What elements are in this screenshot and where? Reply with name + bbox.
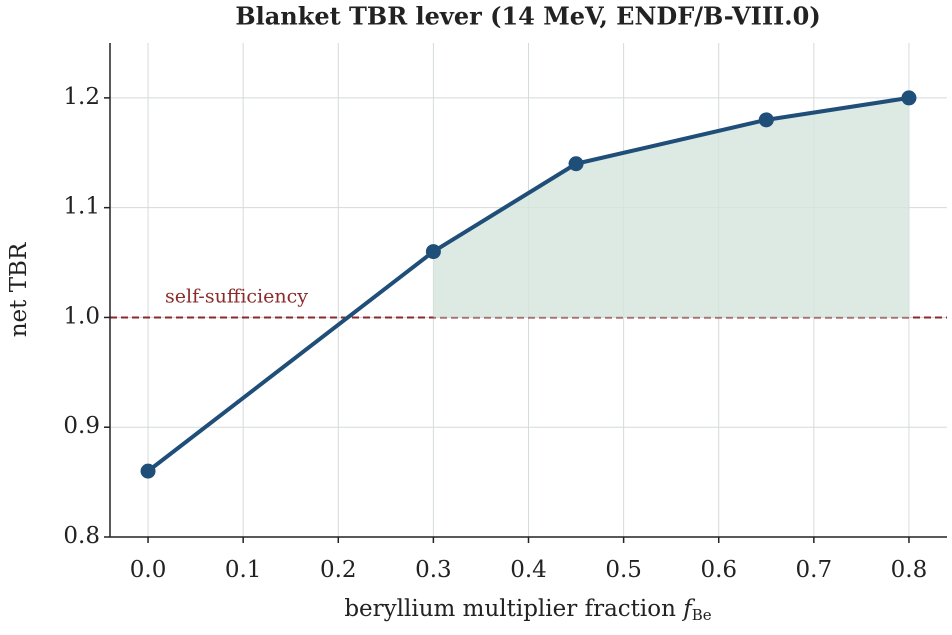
x-tick-label: 0.2 bbox=[320, 557, 357, 583]
x-tick-label: 0.5 bbox=[605, 557, 642, 583]
point bbox=[758, 112, 774, 128]
y-axis-label: net TBR bbox=[6, 242, 32, 337]
x-tick-label: 0.1 bbox=[225, 557, 262, 583]
x-tick-label: 0.7 bbox=[796, 557, 833, 583]
point bbox=[901, 90, 917, 106]
shaded-area bbox=[433, 97, 909, 318]
reference-label: self-sufficiency bbox=[165, 285, 308, 307]
x-axis-label-text: beryllium multiplier fraction bbox=[344, 596, 676, 622]
x-axis-label-symbol: f bbox=[681, 596, 695, 622]
x-tick-label: 0.8 bbox=[891, 557, 928, 583]
point bbox=[140, 463, 156, 479]
point bbox=[568, 156, 584, 172]
x-axis-label-subscript: Be bbox=[692, 606, 712, 624]
chart-title: Blanket TBR lever (14 MeV, ENDF/B-VIII.0… bbox=[235, 2, 820, 31]
y-tick-label: 1.1 bbox=[63, 194, 100, 220]
y-tick-label: 1.2 bbox=[63, 84, 100, 110]
x-tick-label: 0.0 bbox=[130, 557, 167, 583]
x-tick-label: 0.3 bbox=[415, 557, 452, 583]
x-axis-label: beryllium multiplier fraction fBe bbox=[344, 596, 711, 624]
x-tick-label: 0.6 bbox=[700, 557, 737, 583]
x-tick-label: 0.4 bbox=[510, 557, 547, 583]
point bbox=[425, 244, 441, 260]
y-tick-label: 0.9 bbox=[63, 413, 100, 439]
y-tick-label: 1.0 bbox=[63, 303, 100, 329]
y-tick-label: 0.8 bbox=[63, 523, 100, 549]
